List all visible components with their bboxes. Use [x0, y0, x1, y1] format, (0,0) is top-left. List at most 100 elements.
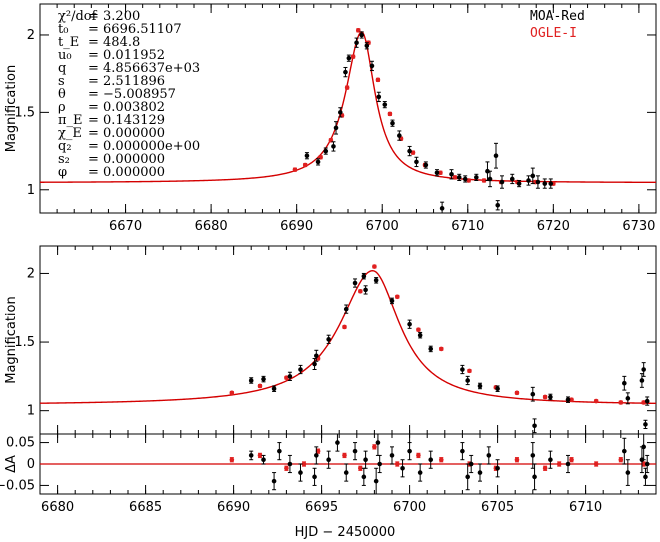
moa-data-point — [485, 168, 490, 174]
moa-data-point — [375, 440, 381, 445]
moa-data-point — [343, 470, 349, 475]
ogle-data-point — [257, 453, 263, 458]
moa-data-point — [548, 181, 554, 186]
moa-data-point — [622, 448, 627, 454]
y-tick-label: −0.05 — [0, 478, 35, 493]
ogle-data-point — [342, 324, 347, 330]
moa-data-point — [323, 148, 329, 154]
y-axis-label: Magnification — [4, 65, 19, 153]
moa-data-point — [315, 159, 321, 165]
moa-data-point — [625, 470, 631, 475]
y-tick-label: 1.5 — [14, 335, 35, 350]
moa-data-point — [423, 162, 429, 168]
moa-data-point — [434, 170, 440, 176]
moa-data-point — [468, 461, 474, 467]
ogle-data-point — [438, 346, 444, 352]
x-tick-label: 6720 — [537, 219, 570, 234]
x-tick-label: 6685 — [129, 500, 162, 515]
moa-data-point — [312, 474, 317, 480]
moa-data-point — [495, 386, 500, 392]
moa-data-point — [532, 474, 537, 480]
ogle-data-point — [394, 461, 400, 467]
ogle-data-point — [229, 390, 235, 396]
ogle-data-point — [292, 167, 298, 172]
moa-data-point — [465, 378, 470, 383]
moa-data-point — [641, 444, 646, 450]
ogle-data-point — [618, 400, 624, 405]
moa-data-point — [548, 457, 553, 463]
ogle-data-point — [514, 390, 520, 396]
ogle-data-point — [593, 461, 599, 467]
data-points — [229, 264, 650, 434]
moa-data-point — [414, 159, 419, 165]
moa-data-point — [364, 43, 370, 49]
moa-data-point — [407, 148, 412, 154]
x-tick-label: 6695 — [305, 500, 338, 515]
ogle-data-point — [394, 294, 400, 300]
y-tick-label: 2 — [27, 28, 35, 43]
param-label: ρ — [58, 100, 66, 115]
param-label: π_E — [58, 113, 83, 128]
moa-data-point — [314, 353, 319, 359]
moa-data-point — [261, 457, 266, 463]
ogle-data-point — [372, 444, 377, 450]
moa-data-point — [516, 181, 522, 186]
y-tick-label: 1 — [27, 404, 35, 419]
moa-data-point — [331, 144, 336, 149]
moa-data-point — [477, 383, 483, 389]
moa-data-point — [639, 378, 645, 383]
param-value: = 0.000000 — [88, 152, 165, 167]
param-value: = −5.008957 — [88, 87, 176, 102]
param-label: χ_E — [58, 126, 82, 141]
moa-data-point — [530, 453, 536, 458]
param-value: = 0.143129 — [88, 113, 165, 128]
moa-data-point — [377, 461, 382, 467]
ogle-data-point — [466, 178, 471, 183]
moa-data-point — [314, 453, 319, 458]
y-tick-label: 1 — [27, 183, 35, 198]
moa-data-point — [428, 346, 434, 352]
y-axis-label: ΔA — [4, 455, 19, 473]
ogle-data-point — [315, 448, 321, 454]
y-tick-label: 0 — [27, 457, 35, 472]
moa-data-point — [493, 153, 499, 159]
moa-data-point — [644, 461, 650, 467]
moa-data-point — [304, 153, 310, 159]
moa-data-point — [361, 273, 367, 279]
x-tick-label: 6730 — [622, 219, 655, 234]
moa-data-point — [389, 298, 395, 304]
moa-data-point — [644, 398, 650, 404]
moa-data-point — [477, 470, 483, 475]
x-tick-label: 6680 — [41, 500, 74, 515]
x-tick-label: 6670 — [109, 219, 142, 234]
moa-data-point — [390, 120, 395, 126]
ogle-data-point — [284, 375, 289, 381]
x-tick-label: 6710 — [451, 219, 484, 234]
moa-data-point — [261, 376, 266, 382]
param-label: u₀ — [58, 48, 72, 63]
moa-data-point — [439, 206, 445, 211]
model-parameters: χ²/dof= 3.200 t₀ = 6696.51107 t_E = 484.8 u₀ =… — [58, 9, 200, 180]
moa-data-point — [456, 175, 462, 180]
param-value: = 3.200 — [88, 9, 140, 24]
moa-data-point — [343, 306, 349, 312]
moa-data-point — [407, 448, 412, 454]
x-tick-label: 6700 — [366, 219, 399, 234]
moa-data-point — [542, 181, 548, 186]
moa-data-point — [352, 280, 358, 286]
ogle-data-point — [372, 264, 377, 269]
moa-data-point — [526, 178, 531, 183]
legend: MOA-Red OGLE-I — [530, 9, 585, 41]
data-points — [292, 28, 556, 213]
param-label: χ²/dof — [58, 9, 98, 24]
moa-data-point — [287, 374, 293, 379]
moa-data-point — [449, 171, 454, 177]
moa-data-point — [643, 474, 648, 480]
legend-moa: MOA-Red — [530, 9, 585, 24]
moa-data-point — [298, 470, 303, 475]
panel-full-light-curve: 6670 6680 6690 6700 6710 6720 6730 1 1.5 2 Magnifi… — [4, 3, 657, 234]
moa-data-point — [333, 125, 339, 131]
ogle-data-point — [342, 453, 347, 458]
x-tick-label: 6680 — [195, 219, 228, 234]
moa-data-point — [277, 448, 282, 454]
